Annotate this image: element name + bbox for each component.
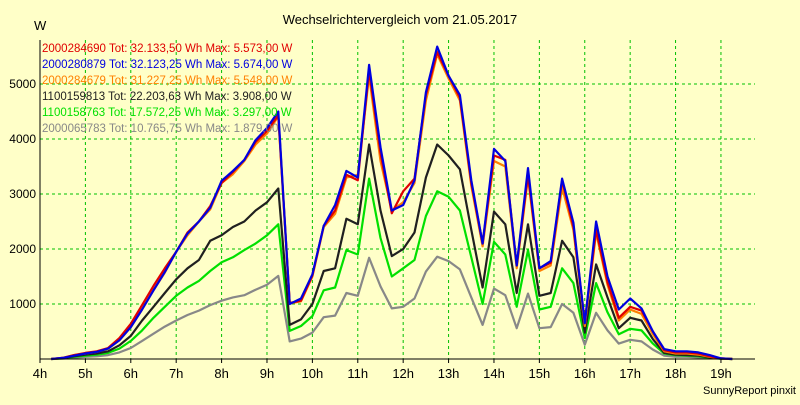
x-tick-label: 9h <box>260 366 274 381</box>
x-tick-label: 4h <box>33 366 47 381</box>
x-tick-label: 17h <box>619 366 641 381</box>
series-line-4 <box>51 143 733 361</box>
legend-entry-3: 2000284679 Tot: 31.227,25 Wh Max: 5.548,… <box>42 75 293 87</box>
plot-background <box>40 40 755 359</box>
axes: 1000 2000 3000 4000 5000 4h 5h 6h 7h 8h 9h 10h 11h 12… <box>9 40 755 381</box>
y-tick-label: 1000 <box>9 297 36 311</box>
x-tick-label: 19h <box>710 366 732 381</box>
legend-entry-4: 1100159813 Tot: 22.203,63 Wh Max: 3.908,… <box>42 91 292 103</box>
x-tick-label: 16h <box>574 366 596 381</box>
series-line-5 <box>51 177 733 361</box>
legend-entry-5: 1100158763 Tot: 17.572,25 Wh Max: 3.297,… <box>42 107 292 119</box>
series-line-2 <box>51 45 733 361</box>
y-axis-label: W <box>34 18 47 33</box>
series-line-1 <box>51 51 733 361</box>
x-tick-label: 13h <box>438 366 460 381</box>
legend: 2000284690 Tot: 32.133,50 Wh Max: 5.573,… <box>42 43 293 135</box>
y-tick-label: 3000 <box>9 187 36 201</box>
x-tick-label: 12h <box>392 366 414 381</box>
chart-title: Wechselrichtervergleich vom 21.05.2017 <box>283 12 518 27</box>
y-tick-label: 4000 <box>9 132 36 146</box>
x-tick-label: 18h <box>665 366 687 381</box>
x-tick-label: 14h <box>483 366 505 381</box>
x-tick-label: 6h <box>124 366 138 381</box>
legend-entry-1: 2000284690 Tot: 32.133,50 Wh Max: 5.573,… <box>42 43 293 55</box>
footer-credit: SunnyReport pinxit <box>703 385 796 397</box>
x-tick-label: 10h <box>302 366 324 381</box>
x-tick-label: 11h <box>347 366 368 381</box>
x-tick-label: 7h <box>169 366 183 381</box>
x-tick-label: 8h <box>214 366 228 381</box>
x-tick-label: 15h <box>529 366 551 381</box>
plot-area <box>40 40 755 359</box>
legend-entry-2: 2000280879 Tot: 32.123,25 Wh Max: 5.674,… <box>42 59 293 71</box>
y-tick-label: 5000 <box>9 77 36 91</box>
series-line-6 <box>51 255 733 361</box>
legend-entry-6: 2000065783 Tot: 10.765,75 Wh Max: 1.879,… <box>42 123 293 135</box>
x-tick-label: 5h <box>78 366 92 381</box>
y-tick-label: 2000 <box>9 242 36 256</box>
series-lines <box>51 45 733 361</box>
